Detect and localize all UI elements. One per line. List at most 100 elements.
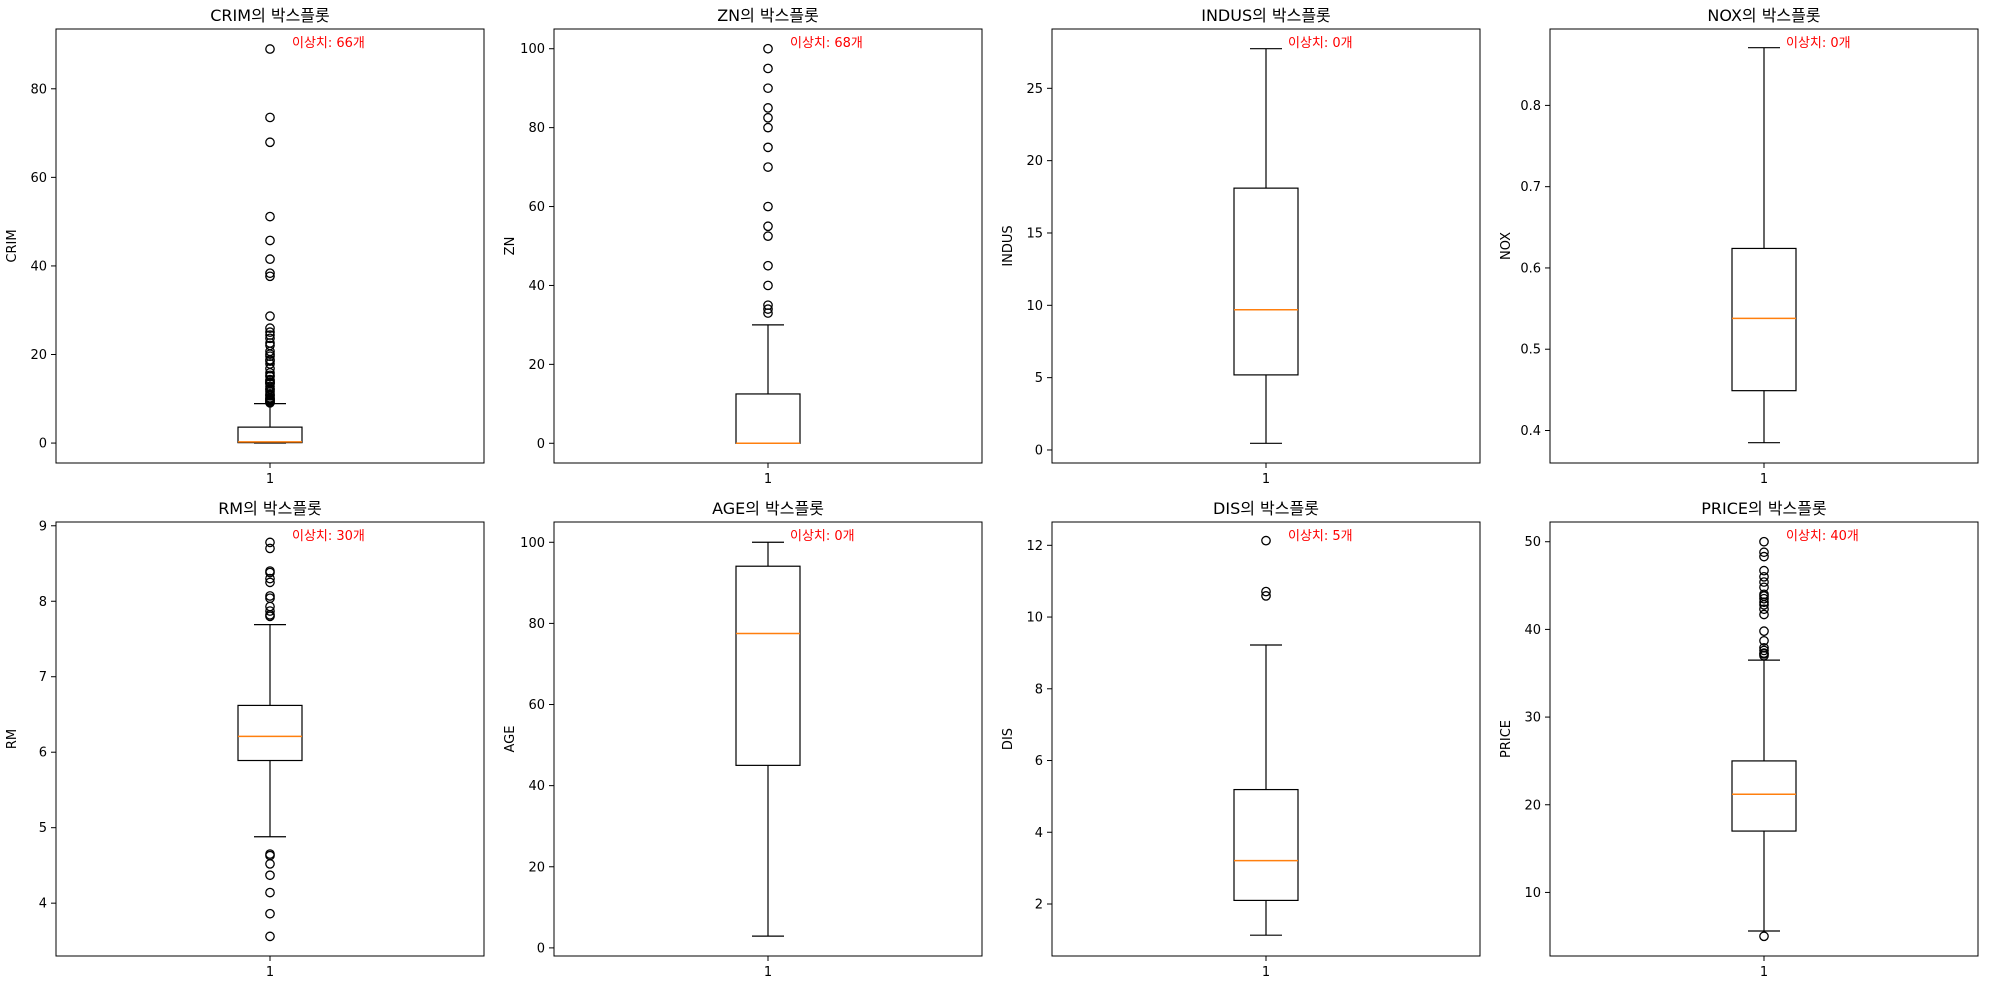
outlier-point <box>265 254 275 265</box>
axes-frame <box>55 28 485 464</box>
outlier-point <box>1759 931 1769 942</box>
y-tick-label: 40 <box>1524 623 1541 638</box>
outlier-point <box>265 211 275 222</box>
outlier-point <box>265 870 275 881</box>
outlier-count-annotation: 이상치: 5개 <box>1288 529 1353 544</box>
outlier-point <box>265 327 275 337</box>
y-axis-label: INDUS <box>1001 225 1016 266</box>
x-tick-label: 1 <box>764 965 772 980</box>
y-axis-label: NOX <box>1499 232 1514 260</box>
outlier-point <box>265 887 275 898</box>
y-tick-label: 60 <box>528 698 545 713</box>
y-tick-label: 12 <box>1026 539 1043 554</box>
chart-crim: CRIM의 박스플롯 0 20 40 60 80 1 CRIM 이상치: 66개 <box>5 6 485 487</box>
iqr-box <box>237 426 303 444</box>
outlier-point <box>1759 547 1769 558</box>
outlier-point <box>265 323 275 333</box>
x-tick-label: 1 <box>1262 472 1270 487</box>
outlier-count-annotation: 이상치: 0개 <box>1786 36 1851 51</box>
axes-frame <box>553 28 983 464</box>
y-axis-label: RM <box>5 729 20 749</box>
iqr-box <box>237 704 303 762</box>
y-tick-label: 50 <box>1524 535 1541 550</box>
axes-frame <box>1051 28 1481 464</box>
y-tick-label: 7 <box>39 670 47 685</box>
y-axis-label: PRICE <box>1499 720 1514 758</box>
y-tick-label: 10 <box>1026 299 1043 314</box>
outlier-point <box>763 308 773 318</box>
x-tick-label: 1 <box>1262 965 1270 980</box>
outlier-point <box>265 543 275 554</box>
axes-frame <box>553 521 983 957</box>
outlier-count-annotation: 이상치: 66개 <box>292 36 365 51</box>
outlier-point <box>265 577 275 588</box>
y-tick-label: 100 <box>520 42 545 57</box>
outlier-point <box>265 356 275 366</box>
x-tick-label: 1 <box>1760 472 1768 487</box>
outlier-point <box>265 112 275 123</box>
axes-frame <box>1549 28 1979 464</box>
y-tick-label: 80 <box>528 617 545 632</box>
outlier-point <box>1759 551 1769 562</box>
y-axis-label: DIS <box>1001 728 1016 750</box>
outlier-point <box>1261 535 1271 546</box>
chart-title: ZN의 박스플롯 <box>717 6 819 25</box>
outlier-point <box>265 333 275 344</box>
axes-frame <box>55 521 485 957</box>
outlier-point <box>265 908 275 919</box>
y-tick-label: 10 <box>1026 611 1043 626</box>
y-tick-label: 4 <box>39 897 47 912</box>
outlier-point <box>763 231 773 241</box>
chart-title: INDUS의 박스플롯 <box>1201 6 1331 25</box>
iqr-box <box>735 565 801 766</box>
chart-title: RM의 박스플롯 <box>218 499 322 518</box>
iqr-box <box>1731 760 1797 832</box>
outlier-point <box>265 573 275 584</box>
outlier-point <box>265 931 275 942</box>
outlier-point <box>1759 626 1769 637</box>
x-tick-label: 1 <box>764 472 772 487</box>
outlier-point <box>763 304 773 314</box>
outlier-point <box>265 371 275 382</box>
y-tick-label: 0.8 <box>1520 99 1541 114</box>
y-axis-label: ZN <box>503 237 518 256</box>
outlier-point <box>265 859 275 869</box>
y-tick-label: 15 <box>1026 226 1043 241</box>
iqr-box <box>735 393 801 444</box>
outlier-point <box>1759 571 1769 582</box>
iqr-box <box>1233 187 1299 376</box>
outlier-point <box>1759 565 1769 576</box>
y-tick-label: 6 <box>1035 754 1043 769</box>
y-tick-label: 0.7 <box>1520 180 1541 195</box>
outlier-point <box>1261 591 1271 601</box>
outlier-point <box>1759 645 1769 656</box>
y-tick-label: 20 <box>1524 798 1541 813</box>
outlier-point <box>265 44 275 54</box>
outlier-point <box>1261 586 1271 597</box>
y-tick-label: 8 <box>39 595 47 610</box>
outlier-point <box>1759 597 1769 608</box>
outlier-point <box>1759 650 1769 661</box>
x-tick-label: 1 <box>1760 965 1768 980</box>
outlier-count-annotation: 이상치: 30개 <box>292 529 365 544</box>
y-tick-label: 0.5 <box>1520 343 1541 358</box>
outlier-point <box>763 142 773 153</box>
y-tick-label: 10 <box>1524 886 1541 901</box>
y-axis-label: CRIM <box>5 229 20 262</box>
outlier-point <box>763 221 773 232</box>
y-tick-label: 80 <box>30 82 47 97</box>
x-tick-label: 1 <box>266 965 274 980</box>
y-tick-label: 60 <box>528 200 545 215</box>
axes-frame <box>1549 521 1979 957</box>
outlier-point <box>265 397 275 408</box>
y-tick-label: 4 <box>1035 826 1043 841</box>
y-tick-label: 25 <box>1026 82 1043 97</box>
chart-dis: DIS의 박스플롯 2 4 6 8 10 12 1 DIS 이상치: 5개 <box>1001 499 1481 980</box>
outlier-point <box>763 260 773 271</box>
y-tick-label: 5 <box>1035 371 1043 386</box>
outlier-point <box>265 311 275 321</box>
iqr-box <box>1233 788 1299 902</box>
outlier-point <box>763 280 773 291</box>
chart-title: AGE의 박스플롯 <box>712 499 824 518</box>
